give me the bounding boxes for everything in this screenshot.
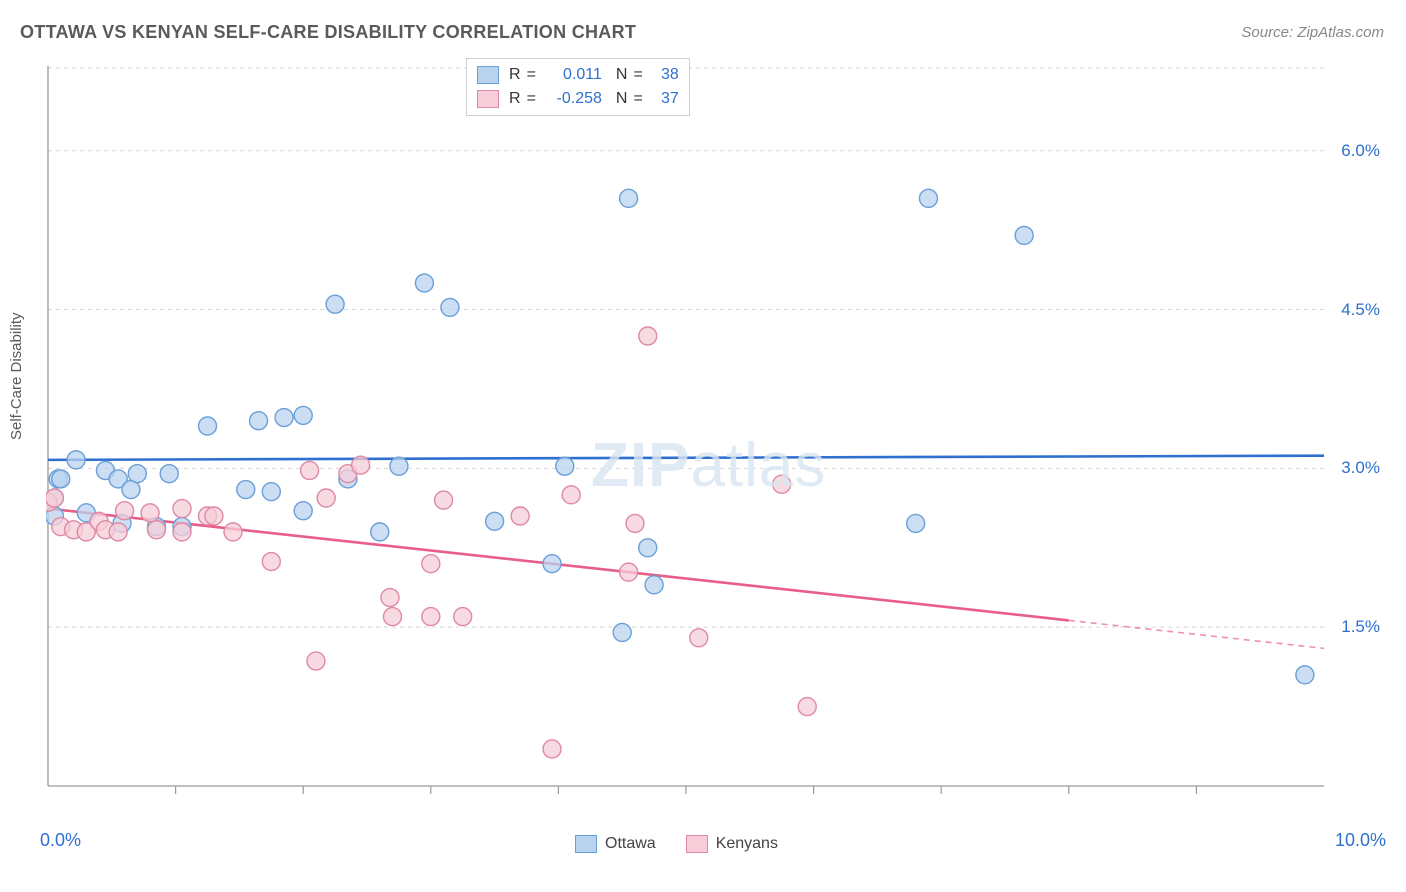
legend-label: Kenyans: [716, 835, 778, 852]
y-tick-label: 1.5%: [1320, 617, 1380, 637]
y-tick-label: 3.0%: [1320, 458, 1380, 478]
legend-eq: =: [633, 66, 642, 84]
legend-eq: =: [527, 66, 536, 84]
chart-svg: [46, 60, 1376, 800]
legend-r-label: R: [509, 90, 521, 108]
legend-n-label: N: [616, 66, 628, 84]
source-credit: Source: ZipAtlas.com: [1241, 24, 1384, 41]
legend-swatch: [686, 835, 708, 853]
x-axis-label-min: 0.0%: [40, 830, 81, 851]
legend-item: Ottawa: [575, 835, 656, 853]
legend-swatch: [575, 835, 597, 853]
y-tick-label: 6.0%: [1320, 141, 1380, 161]
legend-eq: =: [527, 90, 536, 108]
legend-n-value: 37: [649, 90, 679, 108]
source-label: Source:: [1241, 24, 1293, 41]
legend-n-value: 38: [649, 66, 679, 84]
legend-stats-row: R = 0.011 N = 38: [477, 63, 679, 87]
legend-stats-row: R = -0.258 N = 37: [477, 87, 679, 111]
legend-r-value: 0.011: [542, 66, 602, 84]
legend-eq: =: [633, 90, 642, 108]
legend-series: Ottawa Kenyans: [575, 835, 778, 853]
scatter-plot: ZIPatlas R=0.011 N=38 R=-0.258 N=37: [46, 60, 1376, 800]
legend-r-label: R: [509, 66, 521, 84]
x-axis-label-max: 10.0%: [1335, 830, 1386, 851]
y-tick-label: 4.5%: [1320, 300, 1380, 320]
legend-n-label: N: [616, 90, 628, 108]
y-axis-label: Self-Care Disability: [8, 312, 25, 440]
chart-title: OTTAWA VS KENYAN SELF-CARE DISABILITY CO…: [20, 22, 636, 43]
legend-stats: R = 0.011 N = 38 R = -0.258 N = 37: [466, 58, 690, 116]
legend-label: Ottawa: [605, 835, 656, 852]
source-value: ZipAtlas.com: [1297, 24, 1384, 41]
legend-r-value: -0.258: [542, 90, 602, 108]
legend-swatch: [477, 66, 499, 84]
legend-item: Kenyans: [686, 835, 778, 853]
legend-swatch: [477, 90, 499, 108]
